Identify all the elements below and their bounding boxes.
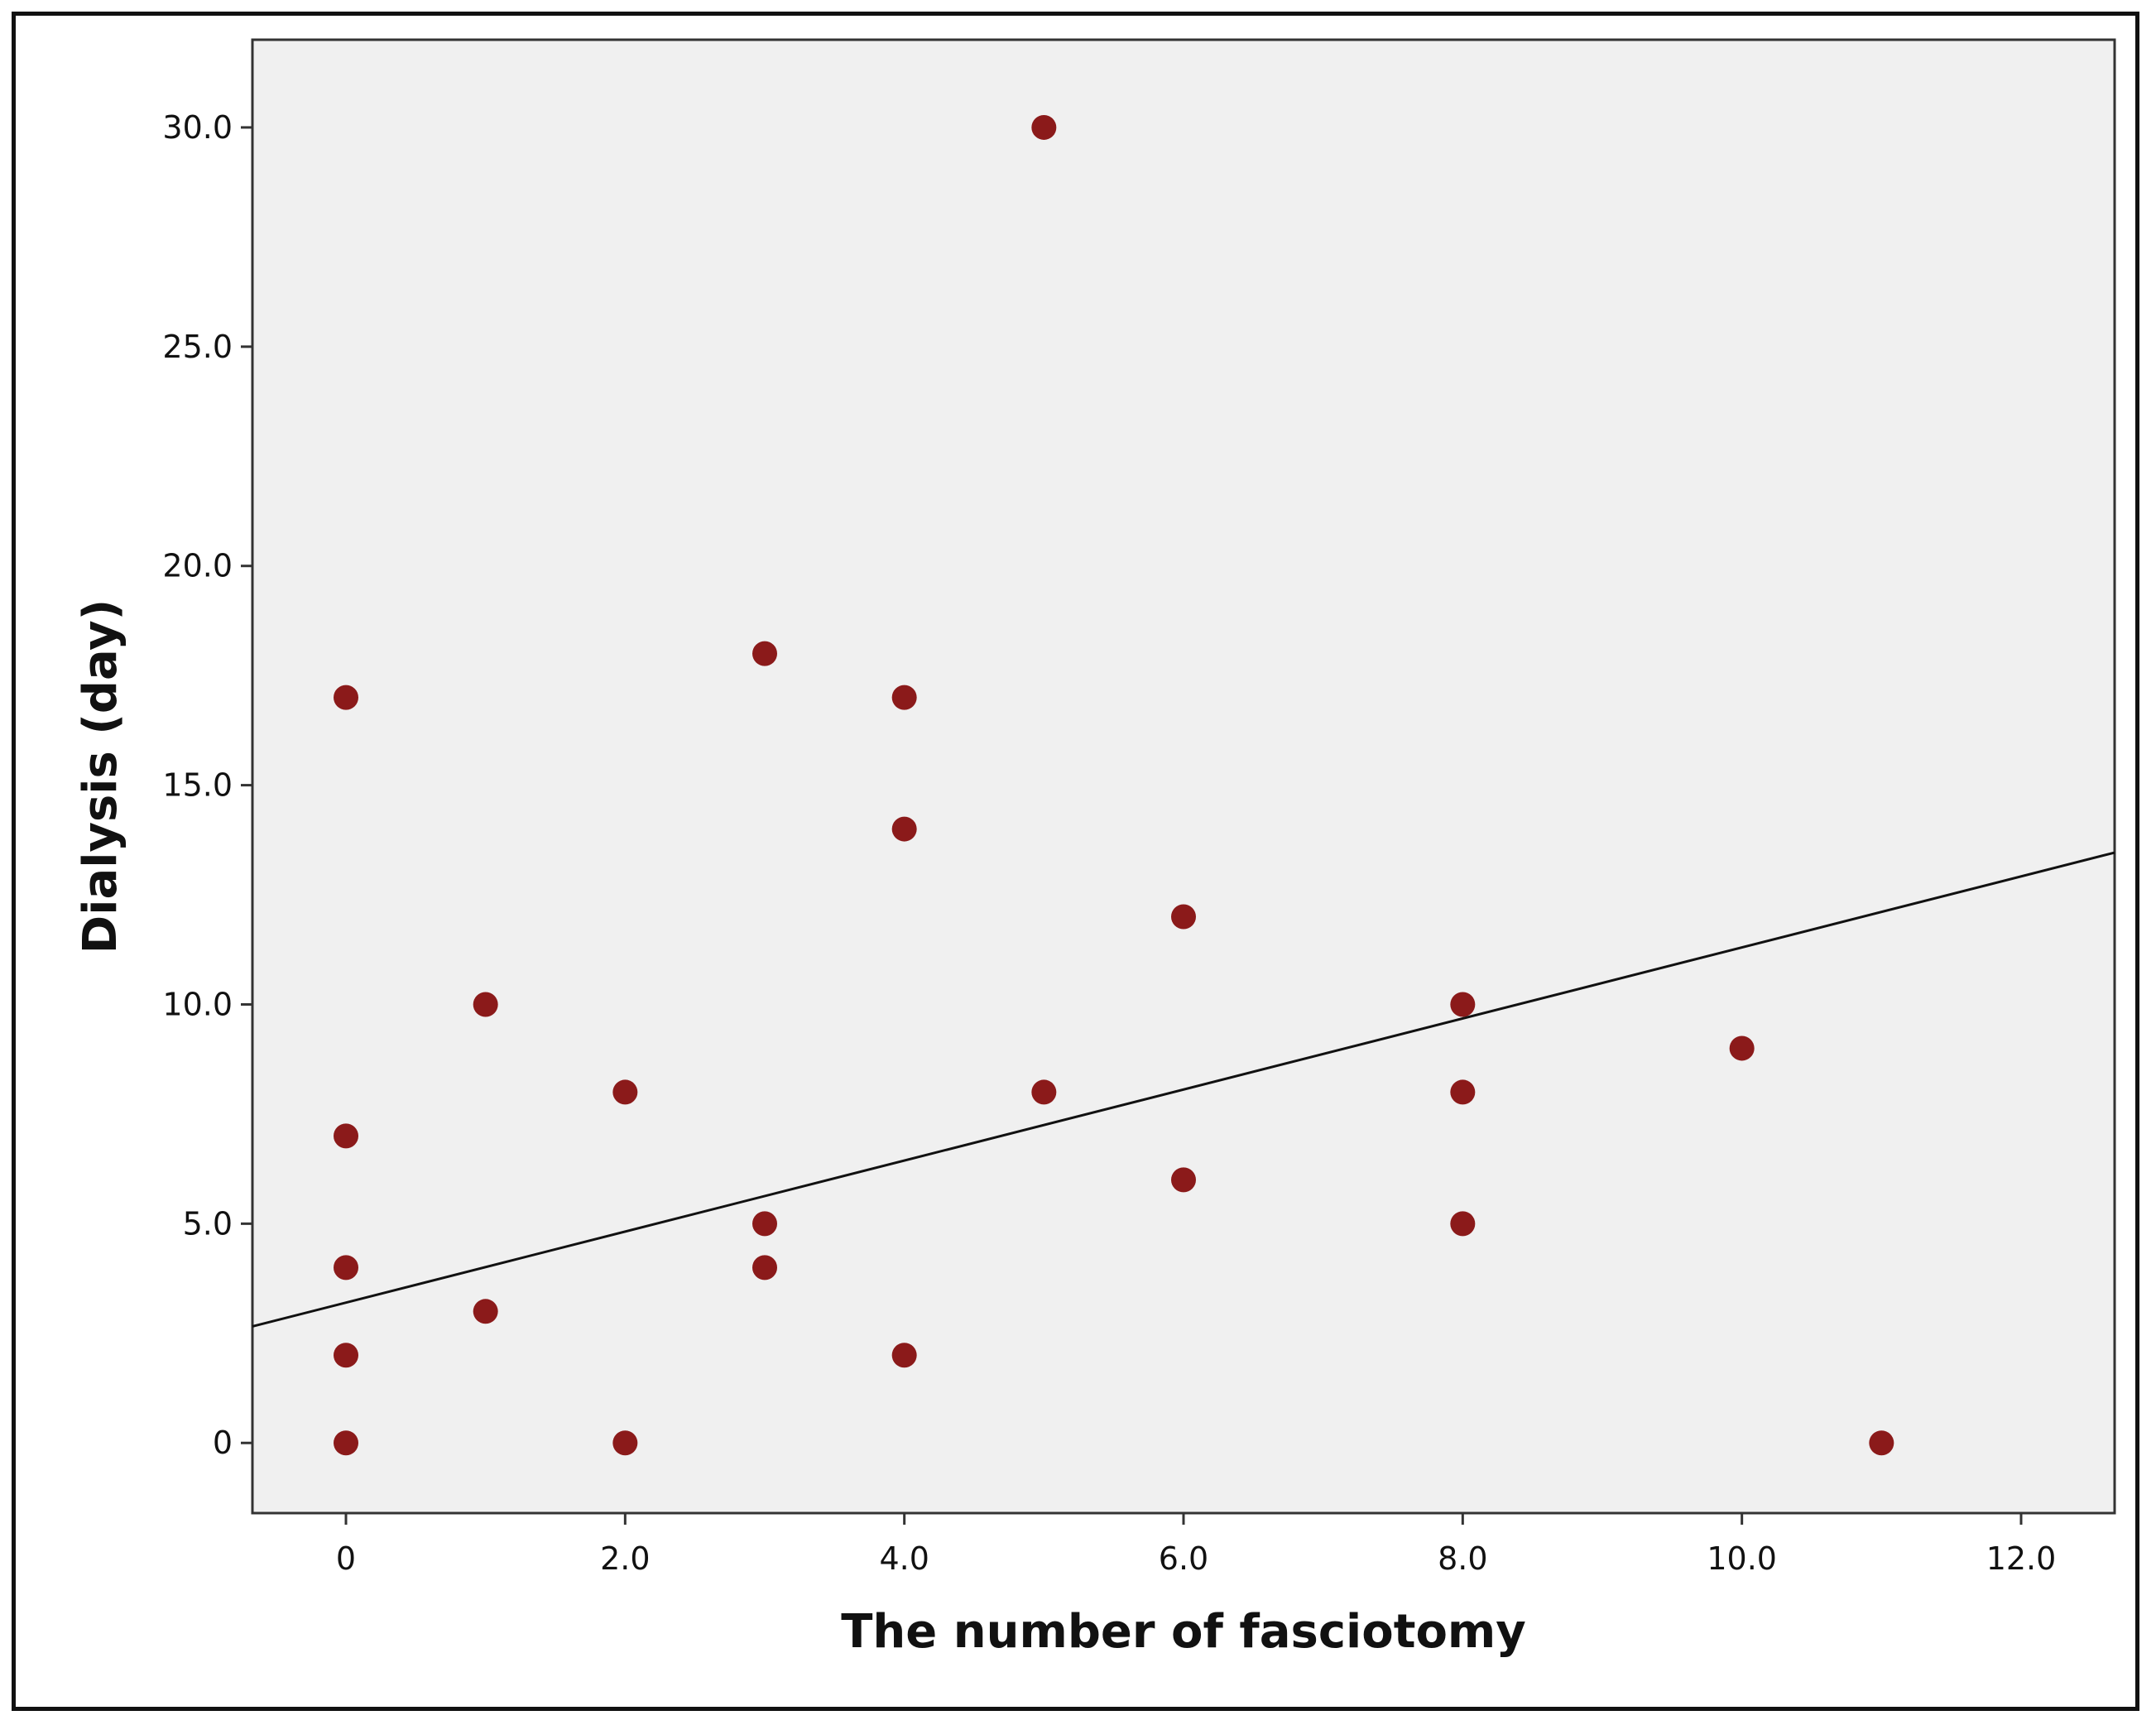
data-point <box>1450 992 1476 1017</box>
x-tick-label: 0 <box>336 1540 356 1577</box>
data-point <box>1450 1211 1476 1237</box>
data-point <box>752 641 778 666</box>
x-tick-label: 10.0 <box>1707 1540 1777 1577</box>
y-axis-title: Dialysis (day) <box>74 599 127 954</box>
data-point <box>752 1211 778 1237</box>
data-point <box>1031 114 1057 140</box>
y-tick-label: 5.0 <box>183 1205 233 1242</box>
x-tick-label: 4.0 <box>879 1540 929 1577</box>
x-axis-title: The number of fasciotomy <box>841 1605 1526 1659</box>
data-point <box>334 1255 359 1281</box>
plot-area <box>251 38 2116 1515</box>
data-point <box>1729 1035 1755 1061</box>
data-points <box>334 114 1894 1456</box>
y-tick-label: 15.0 <box>162 767 233 804</box>
y-axis: 0 5.0 10.0 15.0 20.0 25.0 30.0 <box>162 109 252 1461</box>
data-point <box>334 1343 359 1368</box>
data-point <box>612 1430 638 1456</box>
data-point <box>1031 1079 1057 1105</box>
data-point <box>891 685 917 710</box>
x-tick-label: 6.0 <box>1159 1540 1208 1577</box>
data-point <box>334 685 359 710</box>
y-tick-label: 25.0 <box>162 329 233 365</box>
data-point <box>473 992 498 1017</box>
data-point <box>1171 904 1196 930</box>
data-point <box>473 1299 498 1324</box>
x-axis: 0 2.0 4.0 6.0 8.0 10.0 12.0 <box>336 1513 2056 1577</box>
y-tick-label: 30.0 <box>162 109 233 146</box>
y-tick-label: 20.0 <box>162 548 233 584</box>
data-point <box>1869 1430 1894 1456</box>
data-point <box>891 816 917 842</box>
data-point <box>334 1430 359 1456</box>
x-tick-label: 12.0 <box>1986 1540 2057 1577</box>
data-point <box>1450 1079 1476 1105</box>
data-point <box>891 1343 917 1368</box>
data-point <box>1171 1167 1196 1193</box>
regression-line <box>252 851 2115 1328</box>
data-point <box>334 1123 359 1149</box>
y-tick-label: 0 <box>213 1425 233 1461</box>
data-point <box>752 1255 778 1281</box>
y-tick-label: 10.0 <box>162 986 233 1022</box>
x-tick-label: 2.0 <box>600 1540 650 1577</box>
data-point <box>612 1079 638 1105</box>
x-tick-label: 8.0 <box>1438 1540 1487 1577</box>
